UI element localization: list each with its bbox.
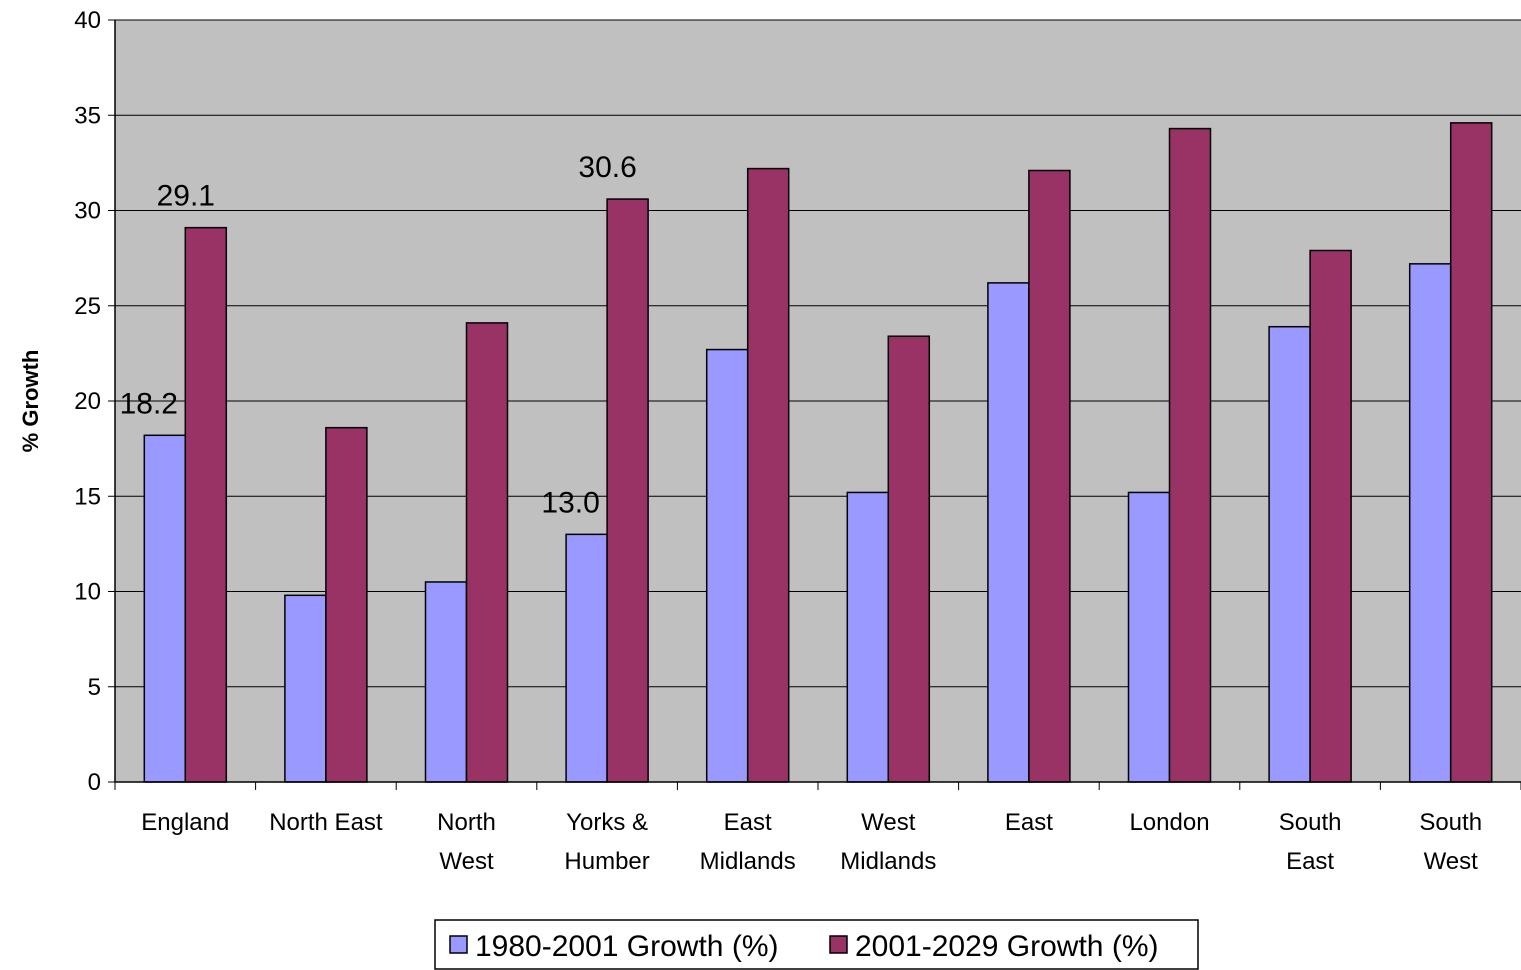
data-label: 30.6 <box>578 151 636 184</box>
x-category-label: North <box>437 809 496 836</box>
axes <box>108 19 1521 790</box>
bar-series-1 <box>846 491 890 783</box>
x-category-label: South <box>1279 809 1342 836</box>
y-tick-label: 0 <box>88 769 101 796</box>
bar-series-1 <box>1408 263 1452 783</box>
x-category-label: Yorks & <box>566 809 648 836</box>
x-category-label: East <box>1005 809 1053 836</box>
legend-box <box>434 919 1199 970</box>
bar-series-2 <box>184 226 228 783</box>
y-tick-label: 10 <box>74 579 101 606</box>
bar-series-1 <box>284 594 327 783</box>
y-tick-label: 25 <box>74 293 101 320</box>
bar-series-1 <box>705 348 749 783</box>
bar-series-2 <box>1449 122 1493 783</box>
x-category-label: East <box>724 809 772 836</box>
bar-series-2 <box>1168 127 1212 783</box>
x-category-label: London <box>1129 809 1209 836</box>
y-tick-label: 5 <box>88 674 101 701</box>
x-category-label: Midlands <box>840 848 936 875</box>
bar-series-2 <box>465 322 509 783</box>
legend-swatch <box>829 935 848 954</box>
bars <box>143 122 1493 783</box>
bar-series-2 <box>887 335 931 783</box>
y-tick-label: 15 <box>74 483 101 510</box>
bar-series-2 <box>325 426 368 783</box>
data-label: 29.1 <box>157 180 215 213</box>
x-category-label: England <box>141 809 229 836</box>
bar-series-1 <box>143 434 187 783</box>
x-category-labels: England North East North West Yorks & Humber E… <box>141 809 1482 875</box>
x-category-label: East <box>1286 848 1334 875</box>
x-category-label: North East <box>269 809 383 836</box>
bar-series-2 <box>606 198 649 783</box>
x-category-label: Humber <box>564 848 649 875</box>
x-category-label: Midlands <box>700 848 796 875</box>
bar-series-1 <box>1268 325 1311 783</box>
legend-label: 2001-2029 Growth (%) <box>855 930 1159 963</box>
x-category-label: South <box>1419 809 1482 836</box>
x-category-label: West <box>861 809 916 836</box>
bar-series-1 <box>424 581 468 783</box>
data-labels: 18.2 29.1 13.0 30.6 <box>120 151 637 519</box>
y-tick-label: 20 <box>74 388 101 415</box>
bar-series-2 <box>1309 249 1352 783</box>
bar-series-1 <box>987 282 1030 783</box>
legend-swatch <box>449 935 468 954</box>
legend: 1980-2001 Growth (%) 2001-2029 Growth (%) <box>434 919 1199 970</box>
y-tick-label: 35 <box>74 102 101 129</box>
bar-series-2 <box>746 167 790 783</box>
x-category-label: West <box>439 848 494 875</box>
x-category-label: West <box>1424 848 1479 875</box>
data-label: 13.0 <box>541 486 599 519</box>
y-tick-label: 40 <box>74 7 101 34</box>
bar-series-1 <box>565 533 608 783</box>
y-tick-label: 30 <box>74 198 101 225</box>
data-label: 18.2 <box>120 387 178 420</box>
y-axis-title: % Growth <box>18 350 43 453</box>
bar-series-2 <box>1028 169 1071 783</box>
y-tick-labels: 0 5 10 15 20 25 30 35 40 <box>74 7 101 796</box>
legend-label: 1980-2001 Growth (%) <box>475 930 779 963</box>
bar-series-1 <box>1127 491 1171 783</box>
